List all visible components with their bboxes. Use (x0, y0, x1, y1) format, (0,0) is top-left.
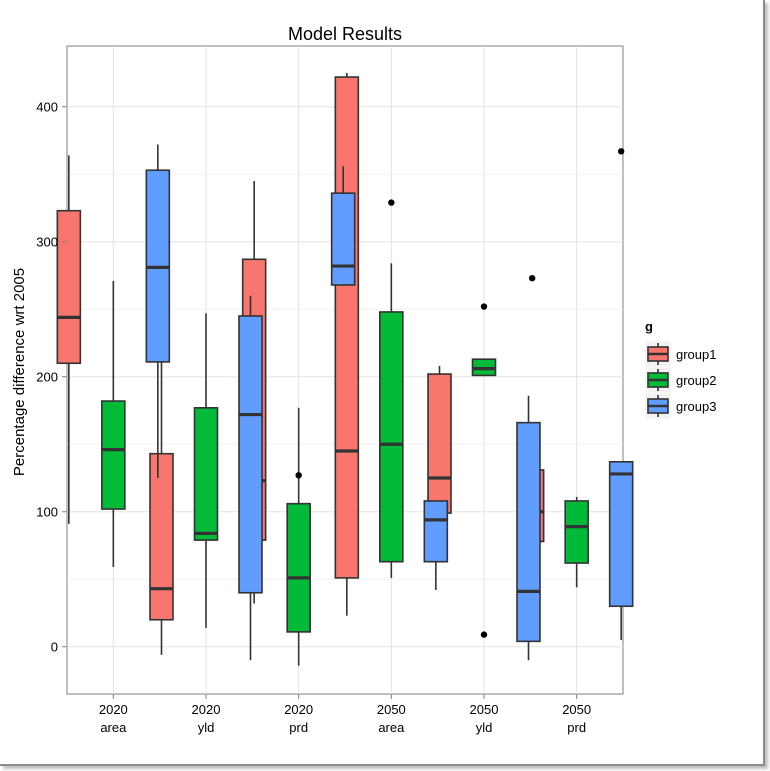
y-tick-label: 0 (51, 639, 58, 654)
x-tick-label-year: 2050 (470, 702, 499, 717)
box-group3-5 (516, 395, 541, 661)
box-group2-4 (379, 199, 404, 578)
outlier-point (295, 472, 302, 479)
box-body (608, 460, 634, 608)
x-tick-label-year: 2050 (562, 702, 591, 717)
outlier-point (480, 303, 488, 310)
legend: g group1 group2 group3 (644, 319, 716, 420)
box-group3-1 (145, 144, 171, 478)
legend-title: g (645, 319, 653, 334)
box-body (56, 209, 82, 365)
box-group3-2 (238, 295, 263, 661)
box-group1-2 (149, 329, 174, 655)
y-tick-label: 300 (36, 234, 58, 249)
y-axis-title: Percentage difference wrt 2005 (11, 268, 28, 476)
y-tick-label: 400 (36, 99, 58, 114)
legend-label: group1 (676, 347, 716, 362)
legend-item-group3: group3 (644, 392, 716, 420)
box-group3-6 (608, 148, 634, 640)
box-group2-5 (471, 303, 497, 638)
box-body (193, 406, 219, 541)
legend-label: group3 (676, 399, 716, 414)
box-body (564, 500, 589, 564)
box-body (427, 373, 452, 514)
boxes (56, 73, 634, 666)
box-group1-4 (334, 73, 360, 616)
chart-title: Model Results (288, 24, 402, 44)
box-body (101, 400, 126, 510)
x-tick-label-year: 2020 (192, 702, 221, 717)
box-body (238, 315, 263, 594)
axes: 0 100 200 300 400 2020 area 2020 yld 2020 prd 2050 a… (36, 99, 591, 735)
box-group2-2 (193, 313, 219, 628)
x-tick-label-year: 2020 (284, 702, 313, 717)
x-tick-label-metric: area (100, 720, 127, 735)
box-group1-1 (56, 155, 82, 524)
box-group2-3 (286, 407, 311, 666)
box-group3-4 (423, 500, 449, 591)
box-body (379, 311, 404, 563)
box-body (286, 502, 311, 633)
legend-item-group1: group1 (644, 340, 716, 368)
box-body (149, 452, 174, 621)
outlier-point (528, 275, 536, 282)
box-group3-3 (330, 166, 356, 286)
legend-label: group2 (676, 373, 716, 388)
x-tick-label-metric: prd (567, 720, 586, 735)
box-body (334, 76, 360, 579)
x-tick-label-metric: prd (289, 720, 308, 735)
legend-item-group2: group2 (644, 366, 716, 394)
x-tick-label-metric: yld (198, 720, 215, 735)
box-group2-6 (564, 496, 589, 588)
x-tick-label-metric: area (378, 720, 405, 735)
outlier-point (388, 199, 395, 206)
x-tick-label-year: 2050 (377, 702, 406, 717)
outlier-point (617, 148, 625, 155)
box-group2-1 (101, 280, 126, 568)
y-tick-label: 200 (36, 369, 58, 384)
box-body (330, 192, 356, 286)
x-tick-label-year: 2020 (99, 702, 128, 717)
box-body (516, 421, 541, 643)
y-tick-label: 100 (36, 504, 58, 519)
box-body (423, 500, 449, 563)
x-tick-label-metric: yld (476, 720, 493, 735)
outlier-point (480, 631, 488, 638)
